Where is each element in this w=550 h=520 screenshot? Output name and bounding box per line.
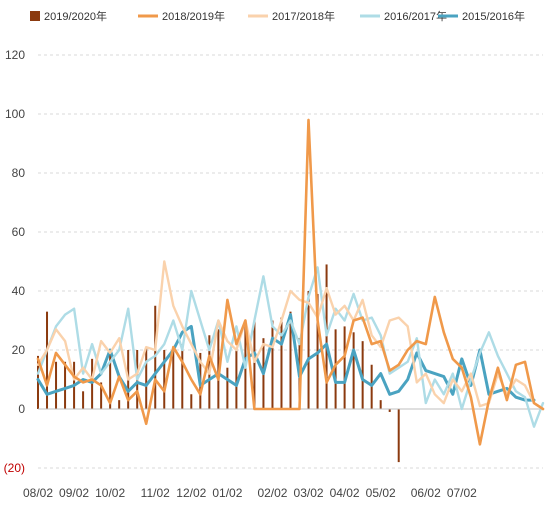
x-tick-label-11: 07/02: [447, 486, 477, 500]
y-tick-label-3: 60: [12, 225, 26, 239]
y-tick-label-4: 40: [12, 284, 26, 298]
legend-swatch-0: [30, 11, 40, 21]
x-tick-label-10: 06/02: [411, 486, 441, 500]
bar-0-38: [379, 400, 382, 409]
y-tick-label-0: 120: [5, 48, 25, 62]
bar-0-24: [253, 320, 256, 409]
bar-0-1: [46, 311, 49, 409]
bar-0-35: [352, 332, 355, 409]
series-line-1: [36, 260, 545, 411]
bar-0-13: [154, 305, 157, 409]
bar-0-7: [100, 382, 103, 409]
y-tick-label-7: (20): [4, 461, 25, 475]
legend-label-4: 2015/2016年: [462, 9, 525, 23]
legend-label-0: 2019/2020年: [44, 9, 107, 23]
x-tick-label-6: 02/02: [257, 486, 287, 500]
x-tick-label-4: 12/02: [176, 486, 206, 500]
bar-0-22: [235, 350, 238, 409]
bar-0-16: [181, 344, 184, 409]
bar-0-17: [190, 394, 193, 409]
series-line-0: [36, 118, 545, 446]
y-tick-label-2: 80: [12, 166, 26, 180]
x-tick-label-3: 11/02: [141, 486, 170, 500]
x-tick-label-7: 03/02: [294, 486, 324, 500]
x-tick-label-8: 04/02: [330, 486, 360, 500]
bar-0-9: [118, 400, 121, 409]
bar-0-12: [145, 347, 148, 409]
bar-0-26: [271, 320, 274, 409]
x-tick-label-2: 10/02: [95, 486, 125, 500]
x-tick-label-5: 01/02: [212, 486, 242, 500]
bar-0-3: [64, 361, 67, 409]
x-tick-label-0: 08/02: [23, 486, 53, 500]
bar-0-27: [280, 317, 283, 409]
legend-label-2: 2017/2018年: [272, 9, 335, 23]
y-tick-label-1: 100: [5, 107, 25, 121]
bar-0-34: [343, 326, 346, 409]
bar-0-33: [334, 329, 337, 409]
bar-0-14: [163, 350, 166, 409]
bar-0-5: [82, 391, 85, 409]
bar-0-39: [388, 409, 391, 412]
bar-0-2: [55, 361, 58, 409]
bar-0-40: [397, 409, 400, 463]
bar-0-32: [325, 264, 328, 409]
bar-0-21: [226, 367, 229, 409]
legend-label-1: 2018/2019年: [162, 9, 225, 23]
x-tick-label-1: 09/02: [59, 486, 89, 500]
bar-0-6: [91, 358, 94, 409]
y-tick-label-5: 20: [12, 343, 26, 357]
bar-0-0: [37, 355, 39, 409]
bar-0-28: [289, 311, 292, 409]
x-tick-label-9: 05/02: [366, 486, 396, 500]
bar-0-30: [307, 291, 310, 409]
legend-label-3: 2016/2017年: [384, 9, 447, 23]
bar-0-15: [172, 350, 175, 409]
bar-0-8: [109, 352, 112, 409]
y-tick-label-6: 0: [18, 402, 25, 416]
series-line-2: [36, 266, 545, 428]
